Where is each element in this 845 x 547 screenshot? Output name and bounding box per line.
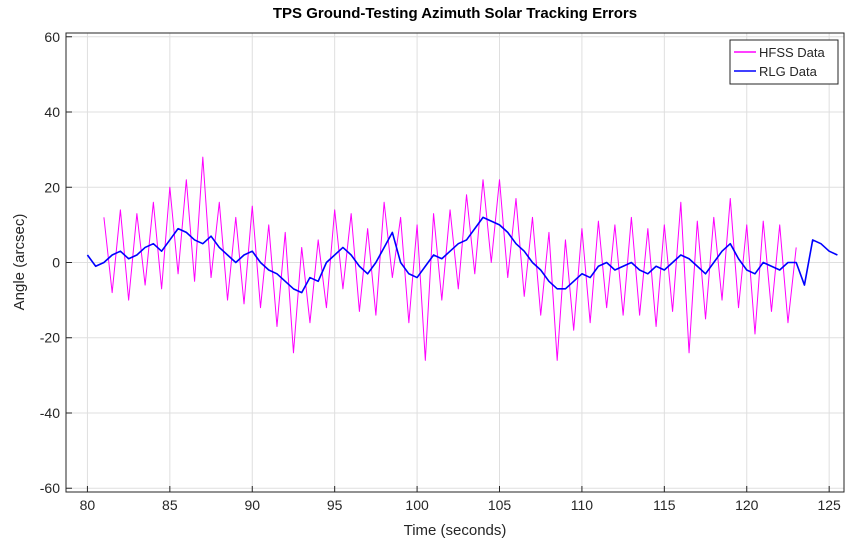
y-tick-label: 0 (52, 255, 60, 271)
legend-label: HFSS Data (759, 45, 826, 60)
data-line (86, 216, 838, 294)
y-axis-label: Angle (arcsec) (11, 214, 28, 311)
legend-box (729, 39, 839, 85)
x-tick-label: 110 (571, 497, 594, 513)
y-tick-label: 60 (44, 29, 60, 45)
x-axis-label: Time (seconds) (404, 522, 507, 539)
x-tick-label: 100 (405, 497, 429, 513)
y-tick-label: 20 (44, 179, 60, 195)
x-tick-label: 105 (488, 497, 512, 513)
legend-label: RLG Data (759, 64, 818, 79)
x-tick-label: 90 (244, 497, 260, 513)
axes-box (65, 32, 845, 493)
x-tick-label: 80 (80, 497, 96, 513)
x-tick-label: 120 (735, 497, 759, 513)
x-tick-label: 115 (653, 497, 676, 513)
data-line (103, 156, 797, 361)
y-tick-label: -40 (40, 405, 60, 421)
y-tick-label: -20 (40, 330, 60, 346)
y-tick-label: -60 (40, 480, 60, 496)
chart-title: TPS Ground-Testing Azimuth Solar Trackin… (273, 5, 637, 22)
y-tick-label: 40 (44, 104, 60, 120)
x-tick-label: 85 (162, 497, 178, 513)
x-tick-label: 95 (327, 497, 343, 513)
x-tick-label: 125 (817, 497, 841, 513)
